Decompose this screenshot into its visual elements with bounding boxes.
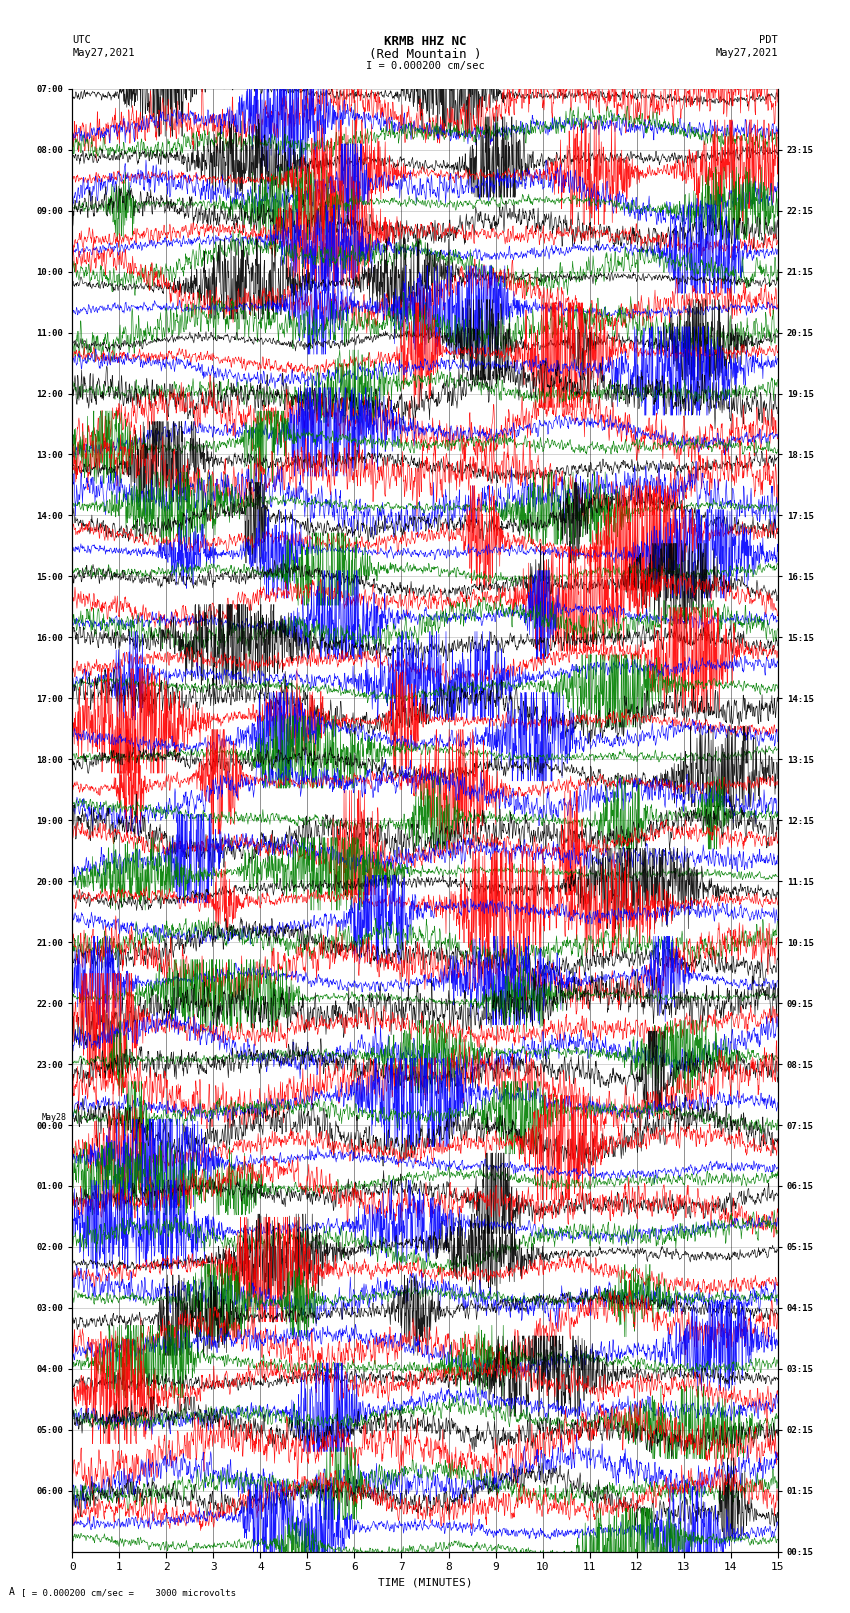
Text: May28: May28 [42,1113,66,1123]
Text: (Red Mountain ): (Red Mountain ) [369,48,481,61]
Text: [ = 0.000200 cm/sec =    3000 microvolts: [ = 0.000200 cm/sec = 3000 microvolts [21,1587,236,1597]
Text: UTC: UTC [72,35,91,45]
Text: I = 0.000200 cm/sec: I = 0.000200 cm/sec [366,61,484,71]
Text: May27,2021: May27,2021 [715,48,778,58]
Text: PDT: PDT [759,35,778,45]
Text: May27,2021: May27,2021 [72,48,135,58]
Text: A: A [8,1587,14,1597]
Text: KRMB HHZ NC: KRMB HHZ NC [383,35,467,48]
X-axis label: TIME (MINUTES): TIME (MINUTES) [377,1578,473,1587]
